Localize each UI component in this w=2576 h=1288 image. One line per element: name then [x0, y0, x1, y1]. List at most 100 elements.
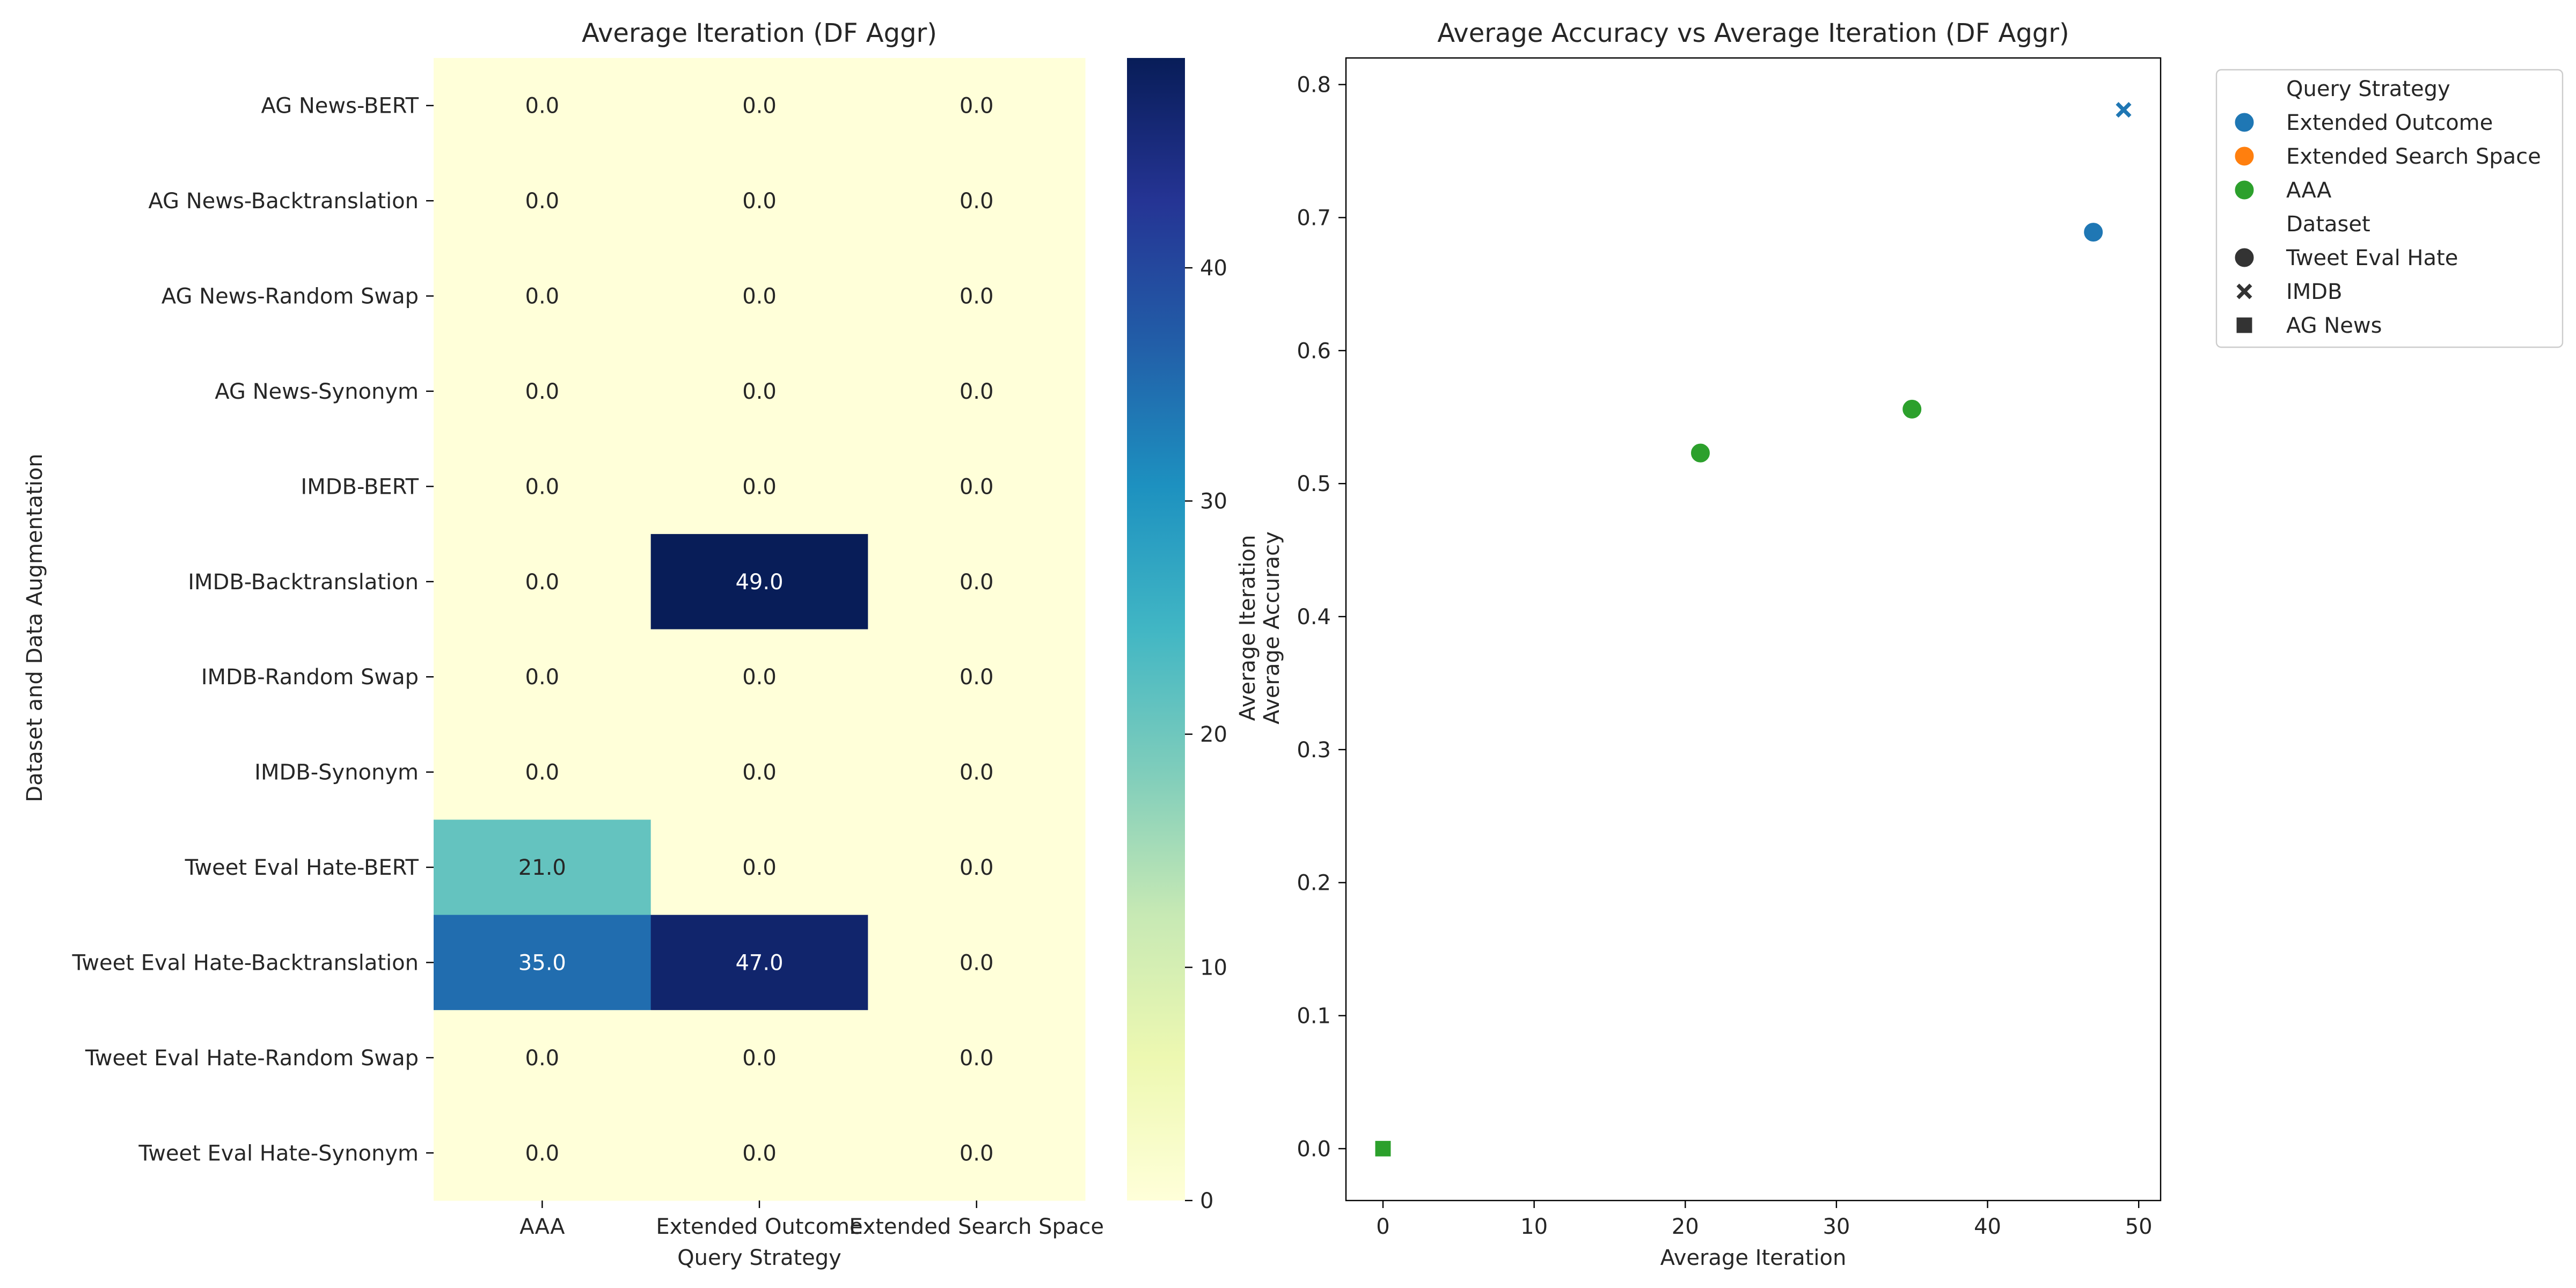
heatmap-cell-label: 0.0	[960, 665, 994, 690]
scatter-y-tick-label: 0.7	[1297, 206, 1331, 230]
heatmap-cell	[650, 438, 868, 535]
heatmap-y-tick-label: Tweet Eval Hate-Backtranslation	[71, 950, 419, 975]
scatter-x-tick-label: 50	[2125, 1214, 2153, 1239]
heatmap-cell-label: 0.0	[525, 570, 560, 595]
heatmap-cell-label: 0.0	[960, 1046, 994, 1071]
heatmap-y-tick-label: Tweet Eval Hate-BERT	[185, 855, 419, 880]
scatter-point	[2082, 221, 2105, 244]
heatmap-cell	[868, 58, 1086, 153]
legend-entry-label: IMDB	[2286, 280, 2343, 304]
scatter-x-axis-label: Average Iteration	[1660, 1246, 1847, 1270]
colorbar-tick-label: 30	[1200, 489, 1227, 514]
heatmap-cell-label: 21.0	[518, 855, 566, 880]
heatmap-cell-label: 0.0	[525, 474, 560, 499]
heatmap-cell-label: 0.0	[525, 1046, 560, 1071]
heatmap-cell-labels: 0.0 0.0 0.0 0.0 0.0 0.0 0.0 0.0 0.0 0.0 0.0 0.0 0.0 0…	[518, 94, 994, 1166]
legend-marker	[2233, 246, 2256, 269]
legend-title-query-strategy: Query Strategy	[2286, 77, 2450, 101]
heatmap-cell	[868, 343, 1086, 440]
heatmap-y-tick-label: AG News-Backtranslation	[148, 189, 419, 214]
heatmap-x-tick-label: Extended Outcome	[656, 1214, 862, 1239]
heatmap-cell	[434, 58, 652, 153]
heatmap-x-tick-label: AAA	[519, 1214, 565, 1239]
heatmap-cell-label: 35.0	[518, 950, 566, 975]
heatmap-x-tick-label: Extended Search Space	[849, 1214, 1104, 1239]
heatmap-cell-label: 0.0	[960, 379, 994, 404]
heatmap-cell-label: 0.0	[525, 379, 560, 404]
heatmap-cell-label: 49.0	[735, 570, 783, 595]
legend-marker	[2233, 179, 2256, 201]
legend-entry-label: AG News	[2286, 313, 2382, 338]
heatmap-cell	[434, 248, 652, 344]
heatmap-x-axis-label: Query Strategy	[677, 1246, 841, 1270]
heatmap-cell-label: 0.0	[742, 189, 777, 214]
heatmap-cell	[434, 629, 652, 725]
scatter-y-ticks: 0.0 0.1 0.2 0.3 0.4 0.5 0.6 0.7 0.8	[1297, 73, 1346, 1161]
colorbar: 0 10 20 30 40 Average Iteration Average Accu…	[1127, 58, 1284, 1213]
scatter-x-tick-label: 40	[1974, 1214, 2001, 1239]
heatmap-cell	[434, 438, 652, 535]
scatter-y-tick-label: 0.5	[1297, 472, 1331, 496]
heatmap-y-tick-label: IMDB-Synonym	[254, 760, 419, 785]
scatter-title: Average Accuracy vs Average Iteration (D…	[1437, 18, 2069, 48]
heatmap-cell	[868, 914, 1086, 1011]
heatmap-y-tick-label: IMDB-BERT	[301, 474, 419, 499]
heatmap-cell	[434, 819, 652, 916]
heatmap-y-tick-label: AG News-Synonym	[215, 379, 419, 404]
heatmap-cell	[650, 819, 868, 916]
heatmap-cell	[650, 1105, 868, 1201]
heatmap-y-ticks: AG News-BERT AG News-Backtranslation AG Ne…	[71, 94, 434, 1166]
heatmap-cell-label: 0.0	[960, 760, 994, 785]
legend-marker	[2233, 111, 2256, 134]
colorbar-label-line-1: Average Iteration	[1235, 535, 1260, 721]
heatmap-cell	[868, 248, 1086, 344]
scatter-y-tick-label: 0.0	[1297, 1137, 1331, 1161]
heatmap-cell-label: 0.0	[960, 855, 994, 880]
scatter-y-tick-label: 0.8	[1297, 73, 1331, 98]
legend-entry-label: Tweet Eval Hate	[2286, 246, 2458, 270]
heatmap-cell-label: 0.0	[960, 189, 994, 214]
heatmap-cell	[868, 438, 1086, 535]
heatmap-cell-label: 0.0	[742, 284, 777, 309]
colorbar-ticks: 0 10 20 30 40	[1185, 256, 1227, 1213]
colorbar-tick-label: 40	[1200, 256, 1227, 281]
heatmap-cell	[434, 343, 652, 440]
heatmap-cell-label: 0.0	[742, 1141, 777, 1166]
heatmap-cell	[650, 343, 868, 440]
scatter-point	[1373, 1139, 1393, 1158]
heatmap-cell	[650, 58, 868, 153]
heatmap-cell-label: 0.0	[742, 379, 777, 404]
heatmap-cell	[650, 1010, 868, 1106]
colorbar-label-line-2: Average Accuracy	[1260, 531, 1284, 724]
heatmap-cell	[650, 534, 868, 630]
scatter-legend: Query Strategy Extended Outcome Extended S…	[2215, 69, 2564, 348]
scatter-y-tick-label: 0.2	[1297, 871, 1331, 896]
scatter-x-tick-label: 20	[1672, 1214, 1699, 1239]
heatmap-cell-label: 0.0	[960, 570, 994, 595]
legend-entry-label: Extended Outcome	[2286, 111, 2493, 135]
scatter-y-tick-label: 0.1	[1297, 1004, 1331, 1028]
heatmap-y-tick-label: Tweet Eval Hate-Random Swap	[85, 1046, 419, 1071]
heatmap-y-tick-label: IMDB-Backtranslation	[188, 570, 419, 595]
heatmap-cell	[434, 724, 652, 820]
heatmap-cell-label: 0.0	[960, 284, 994, 309]
heatmap-cell	[434, 534, 652, 630]
heatmap-cell	[650, 248, 868, 344]
scatter-y-tick-label: 0.3	[1297, 738, 1331, 763]
heatmap-cell	[868, 629, 1086, 725]
scatter-x-tick-label: 30	[1823, 1214, 1850, 1239]
heatmap-panel: Average Iteration (DF Aggr) 0.0 0.0 0.00.0…	[23, 18, 1104, 1270]
heatmap-cell-label: 0.0	[525, 1141, 560, 1166]
heatmap-y-tick-label: AG News-Random Swap	[162, 284, 419, 309]
heatmap-cell-label: 0.0	[742, 665, 777, 690]
heatmap-cell	[650, 724, 868, 820]
legend-items: Query Strategy Extended Outcome Extended S…	[2233, 77, 2541, 338]
colorbar-gradient	[1127, 58, 1185, 1201]
legend-entry-label: AAA	[2286, 178, 2332, 203]
heatmap-cell	[650, 629, 868, 725]
colorbar-tick-label: 0	[1200, 1189, 1213, 1213]
scatter-panel: Average Accuracy vs Average Iteration (D…	[1297, 18, 2162, 1270]
